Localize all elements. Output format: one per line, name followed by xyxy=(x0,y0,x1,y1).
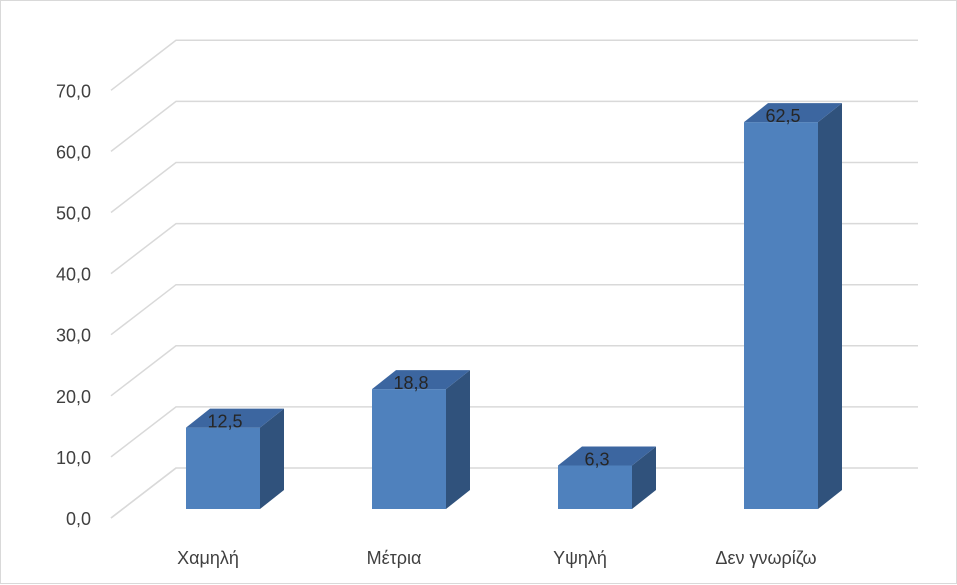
bar xyxy=(186,408,284,509)
y-tick-label: 70,0 xyxy=(56,81,91,101)
data-label: 6,3 xyxy=(584,450,609,470)
x-category-label: Δεν γνωρίζω xyxy=(715,548,816,568)
bar-side xyxy=(818,103,842,509)
bar-front xyxy=(372,389,446,509)
data-label: 12,5 xyxy=(207,412,242,432)
category-labels: Χαμηλή Μέτρια Υψηλή Δεν γνωρίζω xyxy=(177,548,816,568)
bar xyxy=(744,103,842,509)
gridline xyxy=(110,345,918,397)
gridline xyxy=(110,100,918,152)
bar-side xyxy=(260,408,284,509)
gridline xyxy=(110,283,918,336)
gridline xyxy=(110,161,918,214)
gridline xyxy=(110,39,918,91)
y-tick-label: 40,0 xyxy=(56,265,91,285)
bar-side xyxy=(632,446,656,509)
bar-top xyxy=(372,370,470,390)
floor-edge xyxy=(110,467,177,519)
gridline xyxy=(110,222,918,275)
grid-layer xyxy=(110,39,918,519)
y-tick-label: 60,0 xyxy=(56,142,91,162)
bar-front xyxy=(558,465,632,509)
y-tick-label: 30,0 xyxy=(56,326,91,346)
data-label: 62,5 xyxy=(765,106,800,126)
bar-top xyxy=(186,408,284,428)
data-label: 18,8 xyxy=(393,373,428,393)
bar-top xyxy=(744,103,842,123)
bar-front xyxy=(744,122,818,509)
bar-top xyxy=(558,446,656,466)
bars xyxy=(186,103,842,509)
y-tick-label: 50,0 xyxy=(56,204,91,224)
y-axis-ticks: 0,0 10,0 20,0 30,0 40,0 50,0 60,0 70,0 xyxy=(56,81,91,529)
x-category-label: Χαμηλή xyxy=(177,548,239,568)
y-tick-label: 0,0 xyxy=(66,509,91,529)
bar-side xyxy=(446,370,470,509)
data-labels: 12,5 18,8 6,3 62,5 xyxy=(207,106,800,469)
x-category-label: Υψηλή xyxy=(553,548,607,568)
bar xyxy=(558,446,656,509)
y-tick-label: 10,0 xyxy=(56,448,91,468)
bar-front xyxy=(186,427,260,509)
x-category-label: Μέτρια xyxy=(367,548,422,568)
bar xyxy=(372,370,470,509)
y-tick-label: 20,0 xyxy=(56,387,91,407)
gridline xyxy=(110,406,918,458)
